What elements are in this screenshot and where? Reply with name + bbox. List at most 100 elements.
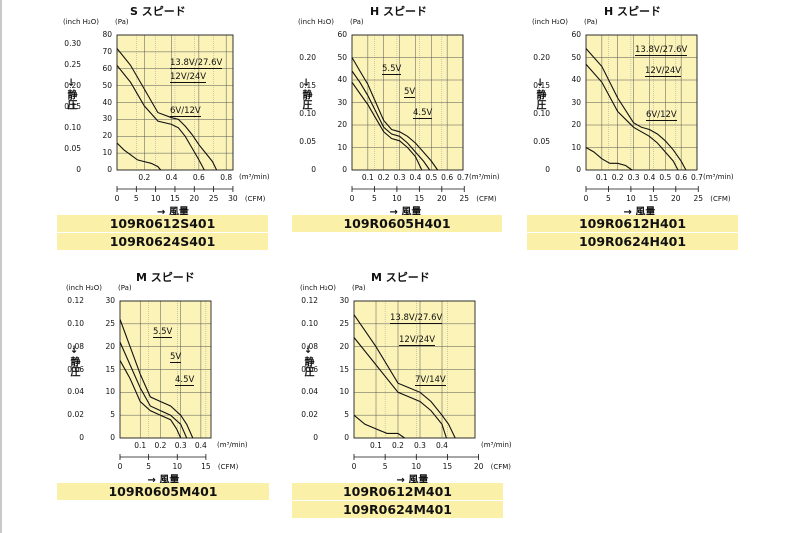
m3-tick-label: 0.2 — [611, 173, 624, 182]
unit-m3-label: (m³/min) — [481, 441, 512, 449]
cfm-tick-label: 15 — [170, 194, 180, 203]
m3-tick-label: 0.6 — [441, 173, 454, 182]
m3-tick-label: 0.3 — [414, 441, 426, 450]
cfm-tick-label: 5 — [606, 194, 611, 203]
m3-tick-label: 0.1 — [595, 173, 608, 182]
curve-13.8V/27.6V — [353, 314, 456, 439]
pa-tick-label: 60 — [337, 30, 347, 39]
pa-tick-label: 20 — [571, 120, 581, 129]
model-number: 109R0624S401 — [57, 232, 268, 250]
curve-4.5V — [351, 81, 423, 171]
series-label: 12V/24V — [399, 335, 436, 346]
y-axis-label: → 静圧 — [68, 344, 79, 377]
inch-tick-label: 0.05 — [533, 136, 550, 146]
m3-tick-label: 0.1 — [361, 173, 374, 182]
model-number-box: 109R0612M401 109R0624M401 — [292, 483, 503, 518]
pa-tick-label: 40 — [337, 75, 347, 84]
pa-tick-label: 80 — [102, 30, 112, 39]
unit-m3-label: (m³/min) — [703, 173, 734, 181]
m3-tick-label: 0.5 — [425, 173, 438, 182]
cfm-tick-label: 0 — [117, 462, 123, 471]
cfm-tick-label: 10 — [150, 194, 161, 203]
pa-tick-label: 30 — [337, 97, 347, 107]
inch-tick-label: 0.15 — [299, 80, 316, 90]
plot-border — [116, 34, 234, 171]
inch-tick-label: 0.05 — [64, 143, 81, 153]
series-label: 5.5V — [382, 64, 402, 75]
unit-pa-label: (Pa) — [584, 18, 598, 26]
unit-inch-label: (inch H₂O) — [532, 18, 568, 26]
x-axis-label: → 風量 — [157, 207, 189, 218]
pa-tick-label: 0 — [107, 165, 112, 174]
model-number: 109R0624M401 — [292, 500, 503, 518]
inch-tick-label: 0.25 — [64, 59, 81, 69]
m3-tick-label: 0.4 — [165, 173, 178, 182]
x-axis-label: → 風量 — [396, 475, 429, 486]
series-label: 5V — [170, 352, 182, 363]
m3-tick-label: 0.4 — [409, 173, 422, 182]
cfm-tick-label: 0 — [114, 194, 120, 203]
inch-tick-label: 0.10 — [67, 319, 84, 329]
inch-tick-label: 0.08 — [301, 341, 318, 351]
cfm-tick-label: 20 — [189, 194, 200, 203]
curve-5.5V — [351, 57, 439, 171]
series-label: 6V/12V — [646, 110, 677, 121]
inch-tick-label: 0 — [311, 165, 316, 174]
pa-tick-label: 20 — [105, 341, 115, 351]
pa-tick-label: 20 — [102, 131, 112, 141]
curve-12V/24V — [353, 337, 447, 439]
speed-title: S スピード — [130, 5, 186, 18]
cfm-tick-label: 25 — [459, 194, 470, 203]
series-label: 7V/14V — [415, 375, 446, 386]
m3-tick-label: 0.2 — [392, 441, 404, 450]
inch-tick-label: 0.20 — [533, 52, 550, 62]
cfm-tick-label: 10 — [411, 462, 422, 471]
series-label: 5V — [404, 87, 416, 98]
pa-tick-label: 30 — [571, 97, 581, 107]
cfm-axis — [353, 454, 479, 460]
pa-tick-label: 40 — [571, 75, 581, 84]
x-axis-label: → 風量 — [623, 207, 656, 218]
cfm-tick-label: 5 — [146, 462, 152, 471]
speed-title: H スピード — [370, 5, 428, 18]
unit-cfm-label: (CFM) — [476, 195, 497, 203]
inch-tick-label: 0.20 — [299, 52, 316, 62]
pa-tick-label: 10 — [337, 142, 347, 152]
x-axis-label: → 風量 — [389, 207, 422, 218]
series-label: 4.5V — [175, 375, 195, 386]
m3-tick-label: 0.4 — [194, 441, 207, 450]
cfm-tick-label: 0 — [583, 194, 589, 203]
pa-tick-label: 0 — [576, 165, 581, 174]
cfm-tick-label: 20 — [671, 194, 681, 203]
model-number-box: 109R0612S401 109R0624S401 — [57, 215, 268, 250]
model-number: 109R0612M401 — [342, 484, 453, 499]
unit-cfm-label: (CFM) — [244, 195, 266, 203]
pa-tick-label: 20 — [339, 341, 349, 351]
curve-5.5V — [119, 319, 194, 439]
unit-pa-label: (Pa) — [118, 284, 132, 292]
pa-tick-label: 30 — [105, 296, 115, 305]
plot-border — [585, 34, 698, 171]
series-label: 6V/12V — [170, 106, 201, 117]
pa-tick-label: 70 — [102, 46, 112, 56]
m3-tick-label: 0.1 — [134, 441, 147, 450]
plot-area — [116, 34, 234, 171]
unit-pa-label: (Pa) — [352, 284, 366, 292]
inch-tick-label: 0.20 — [64, 80, 81, 90]
curve-4.5V — [119, 360, 182, 439]
m3-tick-label: 0.4 — [436, 441, 448, 450]
inch-tick-label: 0 — [79, 433, 84, 442]
y-axis-label: → 静圧 — [300, 77, 311, 110]
m3-tick-label: 0.3 — [627, 173, 640, 182]
plot-area — [119, 300, 212, 439]
cfm-tick-label: 10 — [392, 194, 402, 203]
inch-tick-label: 0 — [76, 165, 81, 174]
pa-tick-label: 25 — [105, 318, 115, 328]
cfm-tick-label: 0 — [351, 462, 357, 471]
m3-tick-label: 0.1 — [370, 441, 382, 450]
pa-tick-label: 5 — [110, 410, 115, 420]
curve-5V — [119, 341, 188, 439]
unit-m3-label: (m³/min) — [239, 173, 270, 181]
pa-tick-label: 10 — [102, 148, 112, 158]
pa-tick-label: 0 — [344, 433, 349, 442]
